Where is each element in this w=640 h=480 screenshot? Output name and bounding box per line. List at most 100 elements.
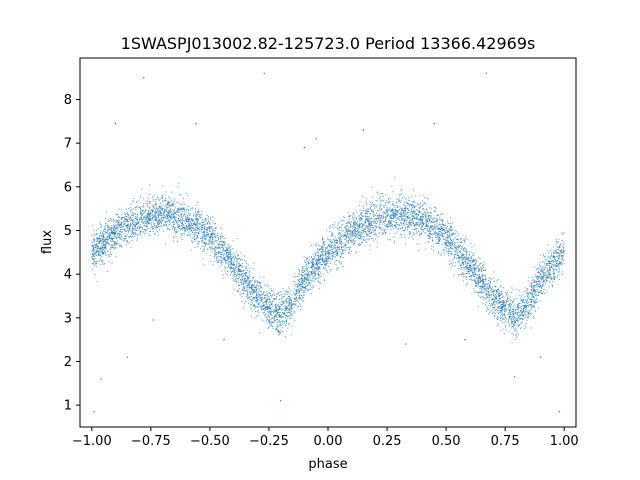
data-point xyxy=(269,301,271,303)
data-point xyxy=(367,220,369,222)
data-point xyxy=(311,288,313,290)
data-point xyxy=(94,253,96,255)
data-point xyxy=(250,315,252,317)
data-point xyxy=(385,213,387,215)
data-point xyxy=(346,231,348,233)
data-point xyxy=(383,232,385,234)
data-point xyxy=(344,234,346,236)
data-point xyxy=(352,213,354,215)
data-point xyxy=(243,287,245,289)
data-point xyxy=(563,231,565,233)
data-point xyxy=(416,228,418,230)
data-point xyxy=(141,231,143,233)
data-point xyxy=(212,233,214,235)
data-point xyxy=(521,311,523,313)
data-point xyxy=(179,213,181,215)
data-point xyxy=(129,228,131,230)
data-point xyxy=(213,248,215,250)
data-point xyxy=(489,303,491,305)
data-point xyxy=(167,206,169,208)
data-point xyxy=(161,206,163,208)
data-point xyxy=(107,242,109,244)
data-point xyxy=(124,218,126,220)
data-point xyxy=(232,267,234,269)
data-point xyxy=(135,226,137,228)
data-point xyxy=(237,279,239,281)
data-point xyxy=(353,226,355,228)
data-point xyxy=(125,237,127,239)
data-point xyxy=(179,203,181,205)
data-point xyxy=(424,228,426,230)
data-point xyxy=(315,277,317,279)
data-point xyxy=(290,290,292,292)
data-point xyxy=(126,241,128,243)
data-point xyxy=(274,294,276,296)
data-point xyxy=(445,243,447,245)
data-point xyxy=(391,209,393,211)
data-point xyxy=(404,218,406,220)
data-point xyxy=(265,309,267,311)
data-point xyxy=(139,210,141,212)
data-point xyxy=(468,253,470,255)
data-point xyxy=(345,225,347,227)
data-point xyxy=(274,306,276,308)
data-point xyxy=(126,219,128,221)
data-point xyxy=(525,300,527,302)
data-point xyxy=(545,278,547,280)
data-point xyxy=(454,250,456,252)
data-point xyxy=(488,308,490,310)
data-point xyxy=(538,271,540,273)
data-point xyxy=(533,290,535,292)
data-point xyxy=(302,267,304,269)
data-point xyxy=(475,261,477,263)
data-point xyxy=(185,227,187,229)
data-point xyxy=(554,251,556,253)
data-point xyxy=(173,216,175,218)
data-point xyxy=(98,254,100,256)
data-point xyxy=(117,221,119,223)
data-point xyxy=(163,199,165,201)
data-point xyxy=(319,256,321,258)
data-point xyxy=(294,297,296,299)
data-point xyxy=(551,260,553,262)
data-point xyxy=(225,242,227,244)
data-point xyxy=(288,286,290,288)
data-point xyxy=(353,230,355,232)
data-point xyxy=(115,219,117,221)
data-point xyxy=(298,274,300,276)
data-point xyxy=(180,236,182,238)
data-point xyxy=(404,229,406,231)
data-point xyxy=(321,247,323,249)
data-point xyxy=(160,209,162,211)
data-point xyxy=(430,222,432,224)
data-point xyxy=(226,259,228,261)
data-point xyxy=(308,281,310,283)
data-point xyxy=(146,203,148,205)
data-point xyxy=(352,217,354,219)
data-point xyxy=(531,301,533,303)
data-point xyxy=(384,212,386,214)
data-point xyxy=(424,217,426,219)
data-point xyxy=(481,276,483,278)
data-point xyxy=(114,229,116,231)
data-point xyxy=(302,283,304,285)
data-point xyxy=(414,223,416,225)
data-point xyxy=(464,237,466,239)
data-point xyxy=(233,280,235,282)
data-point xyxy=(196,235,198,237)
data-point xyxy=(276,313,278,315)
data-point xyxy=(384,232,386,234)
data-point xyxy=(132,235,134,237)
data-point xyxy=(282,302,284,304)
data-point xyxy=(411,224,413,226)
data-point xyxy=(154,216,156,218)
data-point xyxy=(242,259,244,261)
data-point xyxy=(370,210,372,212)
data-point xyxy=(358,244,360,246)
data-point xyxy=(447,230,449,232)
data-point xyxy=(539,262,541,264)
data-point xyxy=(189,213,191,215)
data-point xyxy=(403,204,405,206)
data-point xyxy=(400,190,402,192)
data-point xyxy=(249,292,251,294)
